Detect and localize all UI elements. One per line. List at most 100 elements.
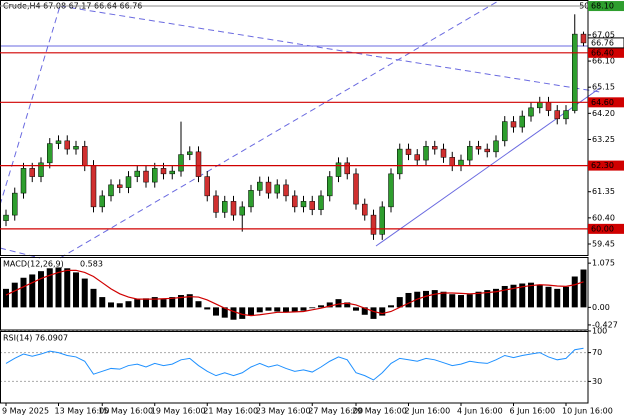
candle-body [222,201,228,213]
y-tick-label: 0.00 [592,303,610,312]
candle-body [3,214,9,221]
candle-body [475,146,482,150]
macd-bar [379,307,386,316]
candle-body [99,195,105,208]
candle-body [143,170,149,183]
candle-body [432,146,438,150]
rsi-line [5,347,584,381]
candle-body [73,146,79,150]
candle-body [265,181,272,194]
y-tick-label: -0.427 [592,320,618,329]
candle-body [309,201,315,210]
candle-body [12,192,18,216]
candle-body [274,184,280,194]
macd-bar [274,307,281,312]
level-marker [588,97,624,108]
macd-bar [475,291,482,308]
price-label: 66.76 [591,38,614,47]
macd-bar [554,288,561,308]
candle-body [467,146,473,161]
macd-bar [169,297,176,308]
macd-bar [580,269,587,308]
candle-body [55,140,62,144]
macd-bar [99,297,106,308]
rsi-title: RSI(14) 76.0907 [3,334,68,343]
level-marker [588,47,624,58]
y-tick-label: 64.20 [592,109,615,118]
macd-bar [108,302,114,308]
macd-bar [256,307,263,313]
macd-bar [396,297,403,308]
macd-bar [64,268,71,308]
x-tick-label: 15 May 16:00 [98,407,153,416]
candle-body [300,201,307,208]
macd-bar [291,307,298,312]
candle-body [90,165,97,208]
candle-body [195,151,202,177]
candle-body [20,168,27,194]
trendline [375,87,601,247]
macd-bar [204,307,211,310]
candle-body [318,195,324,210]
y-tick-label: 60.40 [592,213,615,222]
level-marker [588,223,624,234]
candle-body [108,184,114,197]
level-label: 62.30 [591,161,614,170]
price-marker [587,37,624,49]
candle-body [563,110,569,120]
candle-body [152,168,158,183]
candle-body [580,33,587,44]
trendline [0,247,41,259]
candle-body [519,115,525,128]
signal-line [5,269,584,317]
macd-bar [563,286,569,308]
macd-bar [46,268,53,308]
candle-body [134,170,140,177]
y-tick-label: 59.45 [592,239,615,248]
macd-bar [388,305,394,308]
candle-body [537,102,543,109]
candle-body [160,168,167,175]
trendline [0,5,61,206]
macd-bar [81,278,88,308]
y-tick-label: 1.075 [592,259,615,268]
y-tick-label: 61.35 [592,187,615,196]
candle-body [362,203,368,216]
macd-bar [11,282,18,308]
macd-bar [73,272,79,308]
candle-body [344,162,350,175]
candle-body [283,184,289,197]
level-marker [588,1,624,12]
candle-body [353,173,359,205]
candle-body [82,146,88,166]
macd-bar [195,301,202,308]
macd-bar [361,307,368,315]
macd-bar [265,307,272,311]
candle-body [125,176,132,188]
frame [0,257,589,331]
candle-body [230,201,237,216]
x-tick-label: 6 Jun 16:00 [510,407,556,416]
candle-body [204,176,210,197]
macd-bar [125,301,132,308]
macd-bar [221,307,228,318]
macd-bar [239,307,246,319]
candle-body [484,148,490,153]
macd-title: MACD(12,26,9) [3,260,64,269]
macd-bar [545,286,552,308]
candle-body [528,107,534,117]
macd-bar [431,290,438,308]
macd-bar [536,284,543,308]
x-tick-label: 21 May 16:00 [203,407,258,416]
candle-body [502,121,508,142]
frame [0,331,589,404]
macd-bar [213,307,219,316]
macd-bar [134,299,141,308]
candle-body [423,146,429,161]
candle-body [335,162,342,177]
candle-body [458,159,464,166]
macd-bar [3,288,9,308]
macd-bar [326,302,333,308]
macd-bar [90,288,97,308]
macd-bar [484,290,491,308]
